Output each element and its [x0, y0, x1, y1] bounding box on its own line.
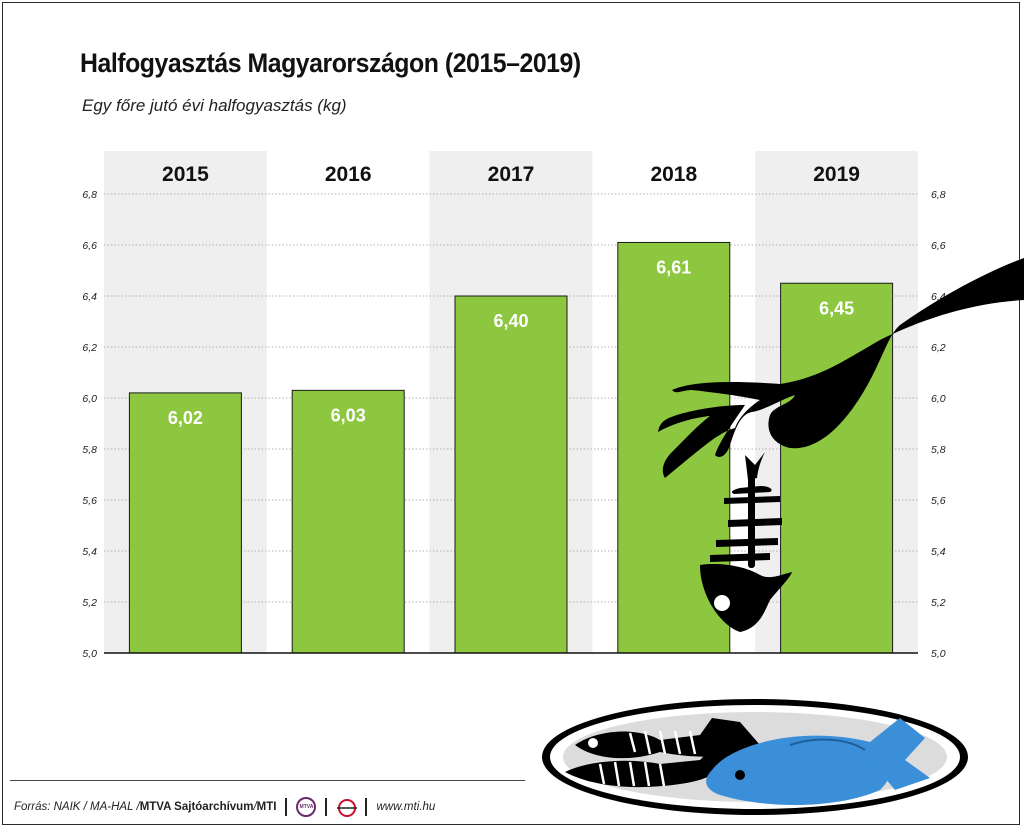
- y-tick-label-right: 5,4: [931, 546, 946, 558]
- y-tick-label-left: 6,8: [82, 189, 97, 201]
- y-tick-label-right: 6,6: [931, 240, 946, 252]
- chart-title: Halfogyasztás Magyarországon (2015–2019): [80, 48, 581, 78]
- footer: Forrás: NAIK / MA-HAL / MTVA Sajtóarchív…: [14, 797, 435, 817]
- value-label: 6,03: [331, 405, 366, 425]
- year-label: 2015: [162, 163, 209, 186]
- bar: [780, 282, 894, 654]
- bar: [454, 295, 568, 654]
- mtva-logo-icon: MTVA: [296, 797, 317, 817]
- year-labels: 2015 2016 2017 2018 2019: [162, 163, 860, 186]
- source-prefix: Forrás: NAIK / MA-HAL /: [14, 801, 140, 813]
- y-tick-label-left: 6,4: [82, 291, 97, 303]
- source-mti: MTI: [256, 801, 277, 813]
- bar: [291, 389, 405, 654]
- y-axis-right: 5,05,25,45,65,86,06,26,46,66,8: [931, 189, 946, 660]
- year-label: 2017: [488, 163, 535, 186]
- source-archive: MTVA Sajtóarchívum: [139, 801, 254, 813]
- bar: [128, 392, 242, 654]
- mti-url: www.mti.hu: [376, 801, 436, 813]
- year-label: 2016: [325, 163, 372, 186]
- footer-separator: [285, 798, 288, 816]
- footer-separator: [365, 798, 368, 816]
- y-tick-label-left: 6,2: [82, 342, 97, 354]
- y-tick-label-right: 5,8: [931, 444, 946, 456]
- y-tick-label-left: 5,2: [82, 597, 97, 609]
- y-tick-label-left: 5,0: [82, 648, 97, 660]
- footer-separator: [325, 798, 328, 816]
- y-tick-label-right: 6,8: [931, 189, 946, 201]
- chart-subtitle: Egy főre jutó évi halfogyasztás (kg): [82, 96, 347, 115]
- value-label: 6,61: [656, 257, 691, 277]
- bars: [128, 241, 894, 654]
- value-label: 6,45: [819, 298, 854, 318]
- y-tick-label-right: 6,0: [931, 393, 946, 405]
- y-tick-label-right: 5,0: [931, 648, 946, 660]
- y-tick-label-left: 6,6: [82, 240, 97, 252]
- hand-with-fish-bone-illustration: [658, 258, 1024, 632]
- source-separator: /: [253, 801, 257, 813]
- y-tick-label-left: 5,4: [82, 546, 97, 558]
- y-axis-left: 5,0 5,2 5,4 5,6 5,8 6,0 6,2 6,4 6,6 6,8: [82, 189, 97, 660]
- value-labels: 6,02 6,03 6,40 6,61 6,45: [168, 257, 854, 427]
- y-tick-label-right: 5,2: [931, 597, 946, 609]
- year-label: 2018: [650, 163, 697, 186]
- y-tick-label-right: 5,6: [931, 495, 946, 507]
- y-tick-label-left: 5,6: [82, 495, 97, 507]
- y-tick-label-left: 5,8: [82, 444, 97, 456]
- plate-with-fish-illustration: [542, 699, 968, 815]
- value-label: 6,02: [168, 408, 203, 428]
- y-tick-label-left: 6,0: [82, 393, 97, 405]
- value-label: 6,40: [493, 311, 528, 331]
- year-label: 2019: [813, 163, 860, 186]
- y-tick-label-right: 6,2: [931, 342, 946, 354]
- footer-divider: [10, 780, 525, 781]
- mti-logo-icon: [336, 797, 358, 817]
